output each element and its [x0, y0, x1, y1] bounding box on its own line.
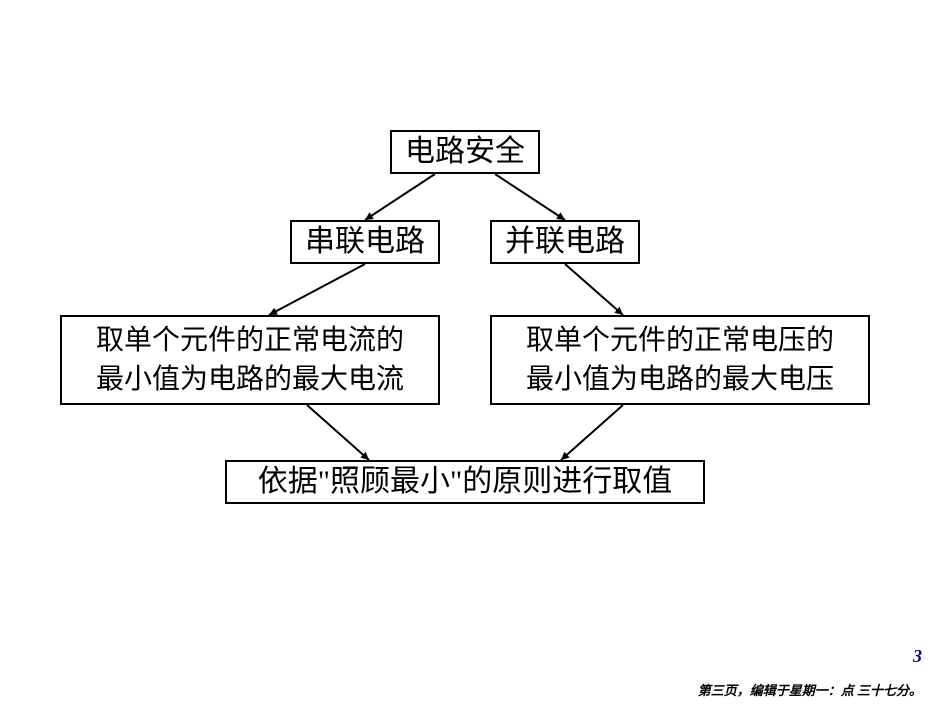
flowchart-node-bottom: 依据"照顾最小"的原则进行取值	[225, 460, 705, 504]
flowchart-edge	[269, 264, 365, 315]
flowchart-node-series: 串联电路	[290, 220, 440, 264]
flowchart-node-rightD: 取单个元件的正常电压的 最小值为电路的最大电压	[490, 315, 870, 405]
flowchart-node-root: 电路安全	[390, 130, 540, 174]
flowchart-container: 电路安全串联电路 并联电路取单个元件的正常电流的 最小值为电路的最大电流取单个元件…	[60, 130, 890, 530]
flowchart-edge	[561, 405, 623, 460]
flowchart-node-parallel: 并联电路	[490, 220, 640, 264]
footer-note: 第三页，编辑于星期一：点 三十七分。	[698, 680, 922, 699]
flowchart-node-leftD: 取单个元件的正常电流的 最小值为电路的最大电流	[60, 315, 440, 405]
flowchart-edge	[495, 174, 565, 220]
page-number: 3	[913, 646, 922, 667]
flowchart-edge	[307, 405, 369, 460]
flowchart-edge	[365, 174, 435, 220]
flowchart-edge	[565, 264, 623, 315]
